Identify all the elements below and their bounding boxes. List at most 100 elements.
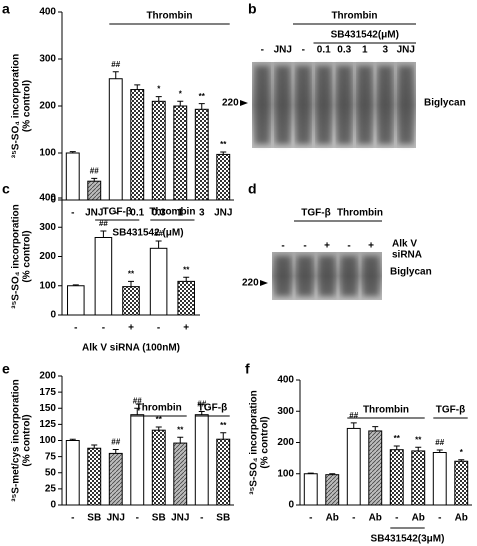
x-tick-label: Ab xyxy=(412,513,425,524)
y-axis-label: ³⁵S-SO₄ incorporation xyxy=(11,204,22,308)
error-bar xyxy=(112,449,119,454)
x-tick-label: - xyxy=(71,513,74,524)
x-tick-label: - xyxy=(200,513,203,524)
group-label: Thrombin xyxy=(363,405,409,416)
error-bar xyxy=(134,84,141,90)
lane-label: + xyxy=(324,241,330,252)
x-tick-label: Ab xyxy=(369,513,382,524)
y-tick-label: 400 xyxy=(39,7,56,18)
x-tick-label: - xyxy=(102,323,105,334)
lane-label: 1 xyxy=(362,45,368,56)
error-bar xyxy=(393,445,400,450)
error-bar xyxy=(134,407,141,415)
error-bar xyxy=(307,472,314,474)
blot-lane xyxy=(341,256,357,296)
blot-lane xyxy=(319,256,335,296)
x-tick-label: + xyxy=(183,323,189,334)
blot-lane xyxy=(378,66,393,144)
blot-lane xyxy=(297,256,313,296)
lane-label: + xyxy=(368,241,374,252)
bar xyxy=(149,247,168,316)
bar xyxy=(87,447,102,506)
lane-label: 3 xyxy=(382,45,388,56)
bar xyxy=(108,78,123,201)
x-tick-label: 3 xyxy=(199,208,205,219)
significance-label: ## xyxy=(154,229,163,238)
lane-label: - xyxy=(281,241,284,252)
x-tick-label: 1 xyxy=(177,208,183,219)
y-axis-label: ³⁵S-SO₄ incorporation xyxy=(11,54,22,158)
x-tick-label: - xyxy=(71,208,74,219)
bar xyxy=(130,89,145,201)
bar xyxy=(94,236,113,316)
error-bar xyxy=(436,449,443,453)
bar xyxy=(454,460,469,506)
blot-lane xyxy=(275,66,290,144)
lane-label: - xyxy=(303,241,306,252)
y-tick-label: 300 xyxy=(277,406,294,417)
bar xyxy=(411,450,426,506)
bar xyxy=(325,474,340,506)
x-tick-label: - xyxy=(114,208,117,219)
blot-lane xyxy=(337,66,352,144)
panel-letter: b xyxy=(248,1,257,17)
x-tick-label: JNJ xyxy=(85,208,103,219)
bar xyxy=(151,100,166,201)
group-label: TGF-β xyxy=(436,405,465,416)
header-label: Thrombin xyxy=(337,208,383,219)
x-tick-label: Ab xyxy=(326,513,339,524)
error-bar xyxy=(100,230,107,238)
error-bar xyxy=(220,432,227,440)
x-tick-label: 0.3 xyxy=(152,208,166,219)
y-tick-label: 25 xyxy=(45,484,57,495)
panel-letter: e xyxy=(2,361,10,377)
significance-label: ** xyxy=(156,415,163,424)
lane-label: - xyxy=(261,45,264,56)
y-tick-label: 125 xyxy=(39,419,56,430)
y-tick-label: 200 xyxy=(39,251,56,262)
marker-label: 220 xyxy=(242,278,259,289)
lane-label: - xyxy=(347,241,350,252)
x-tick-label: - xyxy=(136,513,139,524)
error-bar xyxy=(329,473,336,475)
error-bar xyxy=(177,436,184,444)
error-bar xyxy=(69,438,76,441)
error-bar xyxy=(112,71,119,79)
y-tick-label: 175 xyxy=(39,387,56,398)
significance-label: ## xyxy=(197,400,206,409)
bar xyxy=(432,452,447,506)
y-axis-label: (% control) xyxy=(22,80,33,132)
lane-label: 0.3 xyxy=(337,45,351,56)
lane-label: 0.1 xyxy=(317,45,331,56)
error-bar xyxy=(458,459,465,462)
header-label: SB431542(μM) xyxy=(331,30,399,41)
blot-lane xyxy=(316,66,331,144)
blot-lane xyxy=(255,66,270,144)
y-axis-label: (% control) xyxy=(260,416,271,468)
side-label: Alk V xyxy=(392,239,417,250)
y-axis-label: (% control) xyxy=(22,414,33,466)
y-axis-label: (% control) xyxy=(22,230,33,282)
bar xyxy=(194,414,209,506)
error-bar xyxy=(91,177,98,182)
bar xyxy=(130,414,145,506)
significance-label: ## xyxy=(111,60,120,69)
error-bar xyxy=(372,426,379,431)
x-tick-label: - xyxy=(309,513,312,524)
significance-label: * xyxy=(157,85,161,94)
y-tick-label: 300 xyxy=(39,222,56,233)
significance-label: ** xyxy=(199,92,206,101)
group-label: Thrombin xyxy=(136,403,182,414)
bar xyxy=(173,105,188,201)
lane-label: JNJ xyxy=(274,45,292,56)
y-tick-label: 100 xyxy=(277,468,294,479)
x-axis-label: SB431542 (μM) xyxy=(112,228,183,239)
significance-label: ** xyxy=(415,435,422,444)
x-tick-label: - xyxy=(74,323,77,334)
x-tick-label: - xyxy=(352,513,355,524)
x-tick-label: JNJ xyxy=(171,513,189,524)
significance-label: ## xyxy=(349,411,358,420)
significance-label: ## xyxy=(133,396,142,405)
bar xyxy=(67,285,85,316)
